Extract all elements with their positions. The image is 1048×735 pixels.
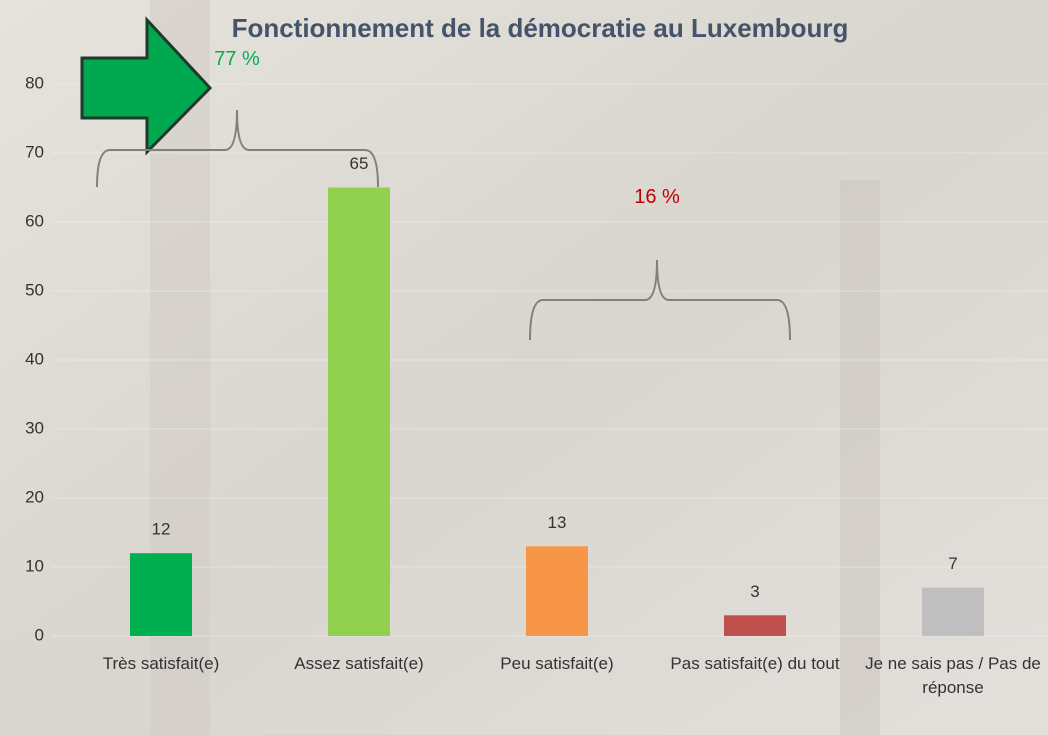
value-label: 3 <box>750 582 759 601</box>
annotation-box: 77 % <box>207 42 267 117</box>
x-tick-label: Très satisfait(e) <box>61 652 261 676</box>
y-tick-label: 80 <box>25 73 44 92</box>
annotation: 16 % <box>627 180 687 215</box>
annotation-box: 16 % <box>627 180 687 255</box>
bar <box>922 588 984 636</box>
x-tick-label-box: Pas satisfait(e) du tout <box>655 652 855 735</box>
y-tick-label: 10 <box>25 556 44 575</box>
annotation: 77 % <box>207 42 267 77</box>
y-tick-label: 0 <box>35 625 44 644</box>
x-tick-label-box: Assez satisfait(e) <box>259 652 459 735</box>
bar <box>724 615 786 636</box>
chart-title: Fonctionnement de la démocratie au Luxem… <box>232 13 849 43</box>
x-tick-label: Pas satisfait(e) du tout <box>655 652 855 676</box>
y-tick-label: 40 <box>25 349 44 368</box>
x-tick-label-box: Je ne sais pas / Pas de réponse <box>853 652 1048 735</box>
bar <box>328 188 390 637</box>
page: Fonctionnement de la démocratie au Luxem… <box>0 0 1048 735</box>
value-label: 12 <box>152 520 171 539</box>
chart: Fonctionnement de la démocratie au Luxem… <box>0 0 1048 735</box>
x-tick-label: Je ne sais pas / Pas de réponse <box>853 652 1048 700</box>
bar <box>130 553 192 636</box>
x-tick-label: Assez satisfait(e) <box>259 652 459 676</box>
value-label: 13 <box>548 513 567 532</box>
value-label: 65 <box>350 154 369 173</box>
x-tick-label-box: Peu satisfait(e) <box>457 652 657 735</box>
y-tick-label: 30 <box>25 418 44 437</box>
x-tick-label-box: Très satisfait(e) <box>61 652 261 735</box>
x-tick-label: Peu satisfait(e) <box>457 652 657 676</box>
y-tick-label: 20 <box>25 487 44 506</box>
y-tick-label: 60 <box>25 211 44 230</box>
value-label: 7 <box>948 554 957 573</box>
y-tick-label: 70 <box>25 142 44 161</box>
bar <box>526 546 588 636</box>
y-tick-label: 50 <box>25 280 44 299</box>
